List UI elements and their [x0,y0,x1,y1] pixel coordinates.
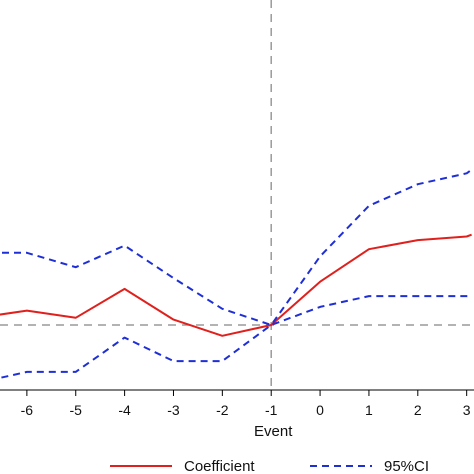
series-layer [0,168,473,379]
x-tick-label: 0 [316,402,324,418]
x-tick-label: 1 [365,402,373,418]
x-tick-label: -4 [118,402,131,418]
x-tick-label: -5 [70,402,83,418]
legend: Coefficient 95%CI [110,458,429,474]
coefficient-line [0,233,472,337]
legend-label-coefficient: Coefficient [184,458,255,474]
x-tick-label: -1 [265,402,278,418]
x-tick-label: -6 [21,402,34,418]
x-tick-label: -3 [167,402,180,418]
legend-label-ci: 95%CI [384,458,429,474]
ci-lower-line [0,295,472,379]
x-tick-label: -2 [216,402,229,418]
x-tick-label: 3 [463,402,471,418]
x-axis-ticks: -6 -5 -4 -3 -2 -1 0 1 2 3 [21,390,471,418]
x-tick-label: 2 [414,402,422,418]
x-axis-title: Event [254,423,293,440]
